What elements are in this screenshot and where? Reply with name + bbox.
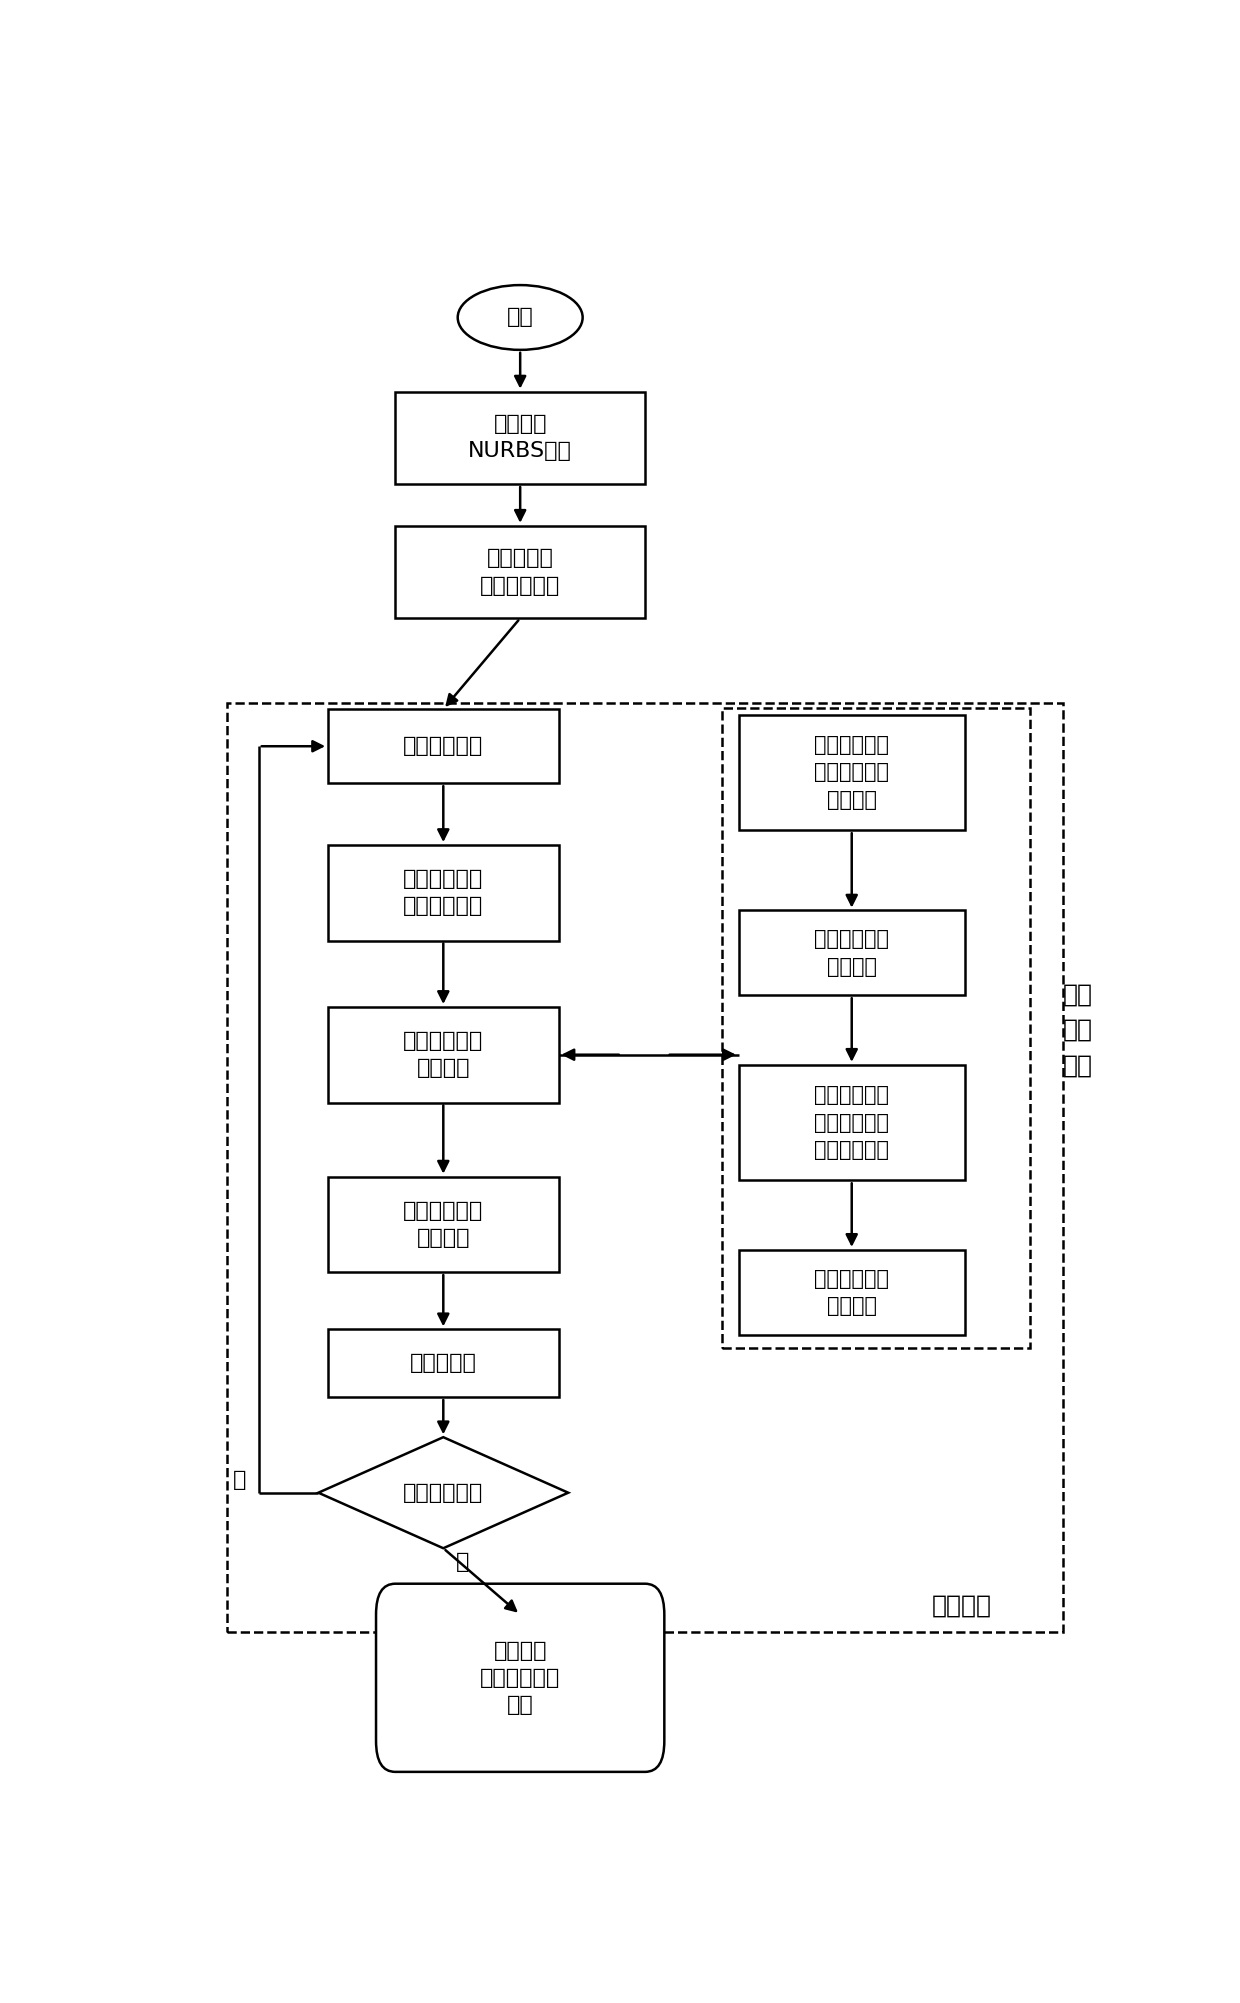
Text: 设计迭代: 设计迭代 bbox=[932, 1592, 992, 1616]
FancyBboxPatch shape bbox=[739, 1066, 965, 1180]
FancyBboxPatch shape bbox=[376, 1584, 665, 1773]
Text: 组合结构固有
频率分析: 组合结构固有 频率分析 bbox=[403, 1200, 484, 1248]
Text: 开始: 开始 bbox=[507, 308, 533, 326]
FancyBboxPatch shape bbox=[327, 845, 558, 941]
Text: 设计问题和
设计变量定义: 设计问题和 设计变量定义 bbox=[480, 549, 560, 595]
FancyBboxPatch shape bbox=[327, 709, 558, 783]
Text: 组合结构
NURBS描述: 组合结构 NURBS描述 bbox=[469, 415, 572, 461]
FancyBboxPatch shape bbox=[739, 1250, 965, 1334]
Text: 简化
模型
构建: 简化 模型 构建 bbox=[1063, 983, 1092, 1078]
Text: 构建组合结构
简化模型: 构建组合结构 简化模型 bbox=[815, 1268, 889, 1316]
Text: 计算非设计域
子结构质量、
刚度矩阵: 计算非设计域 子结构质量、 刚度矩阵 bbox=[815, 735, 889, 809]
FancyBboxPatch shape bbox=[396, 525, 645, 619]
Ellipse shape bbox=[458, 284, 583, 351]
Text: 设计变量赋值: 设计变量赋值 bbox=[403, 737, 484, 757]
Text: 否: 否 bbox=[233, 1470, 247, 1490]
FancyBboxPatch shape bbox=[739, 911, 965, 995]
Polygon shape bbox=[319, 1438, 568, 1548]
Text: 组合结构等几
何壳单元离散: 组合结构等几 何壳单元离散 bbox=[403, 869, 484, 915]
FancyBboxPatch shape bbox=[739, 715, 965, 831]
FancyBboxPatch shape bbox=[396, 391, 645, 485]
Text: 构建非设计域
简化模型: 构建非设计域 简化模型 bbox=[815, 929, 889, 977]
Text: 设计是否收敛: 设计是否收敛 bbox=[403, 1482, 484, 1502]
Text: 设计结束
得到组合结构
形状: 设计结束 得到组合结构 形状 bbox=[480, 1640, 560, 1715]
Text: 计算设计域子
结构质量、刚
度阵及其导数: 计算设计域子 结构质量、刚 度阵及其导数 bbox=[815, 1086, 889, 1160]
FancyBboxPatch shape bbox=[327, 1330, 558, 1398]
Text: 是: 是 bbox=[456, 1552, 469, 1572]
FancyBboxPatch shape bbox=[327, 1008, 558, 1102]
Text: 组合结构简化
模型构建: 组合结构简化 模型构建 bbox=[403, 1032, 484, 1078]
FancyBboxPatch shape bbox=[327, 1176, 558, 1272]
Text: 灵敏度分析: 灵敏度分析 bbox=[410, 1354, 476, 1374]
